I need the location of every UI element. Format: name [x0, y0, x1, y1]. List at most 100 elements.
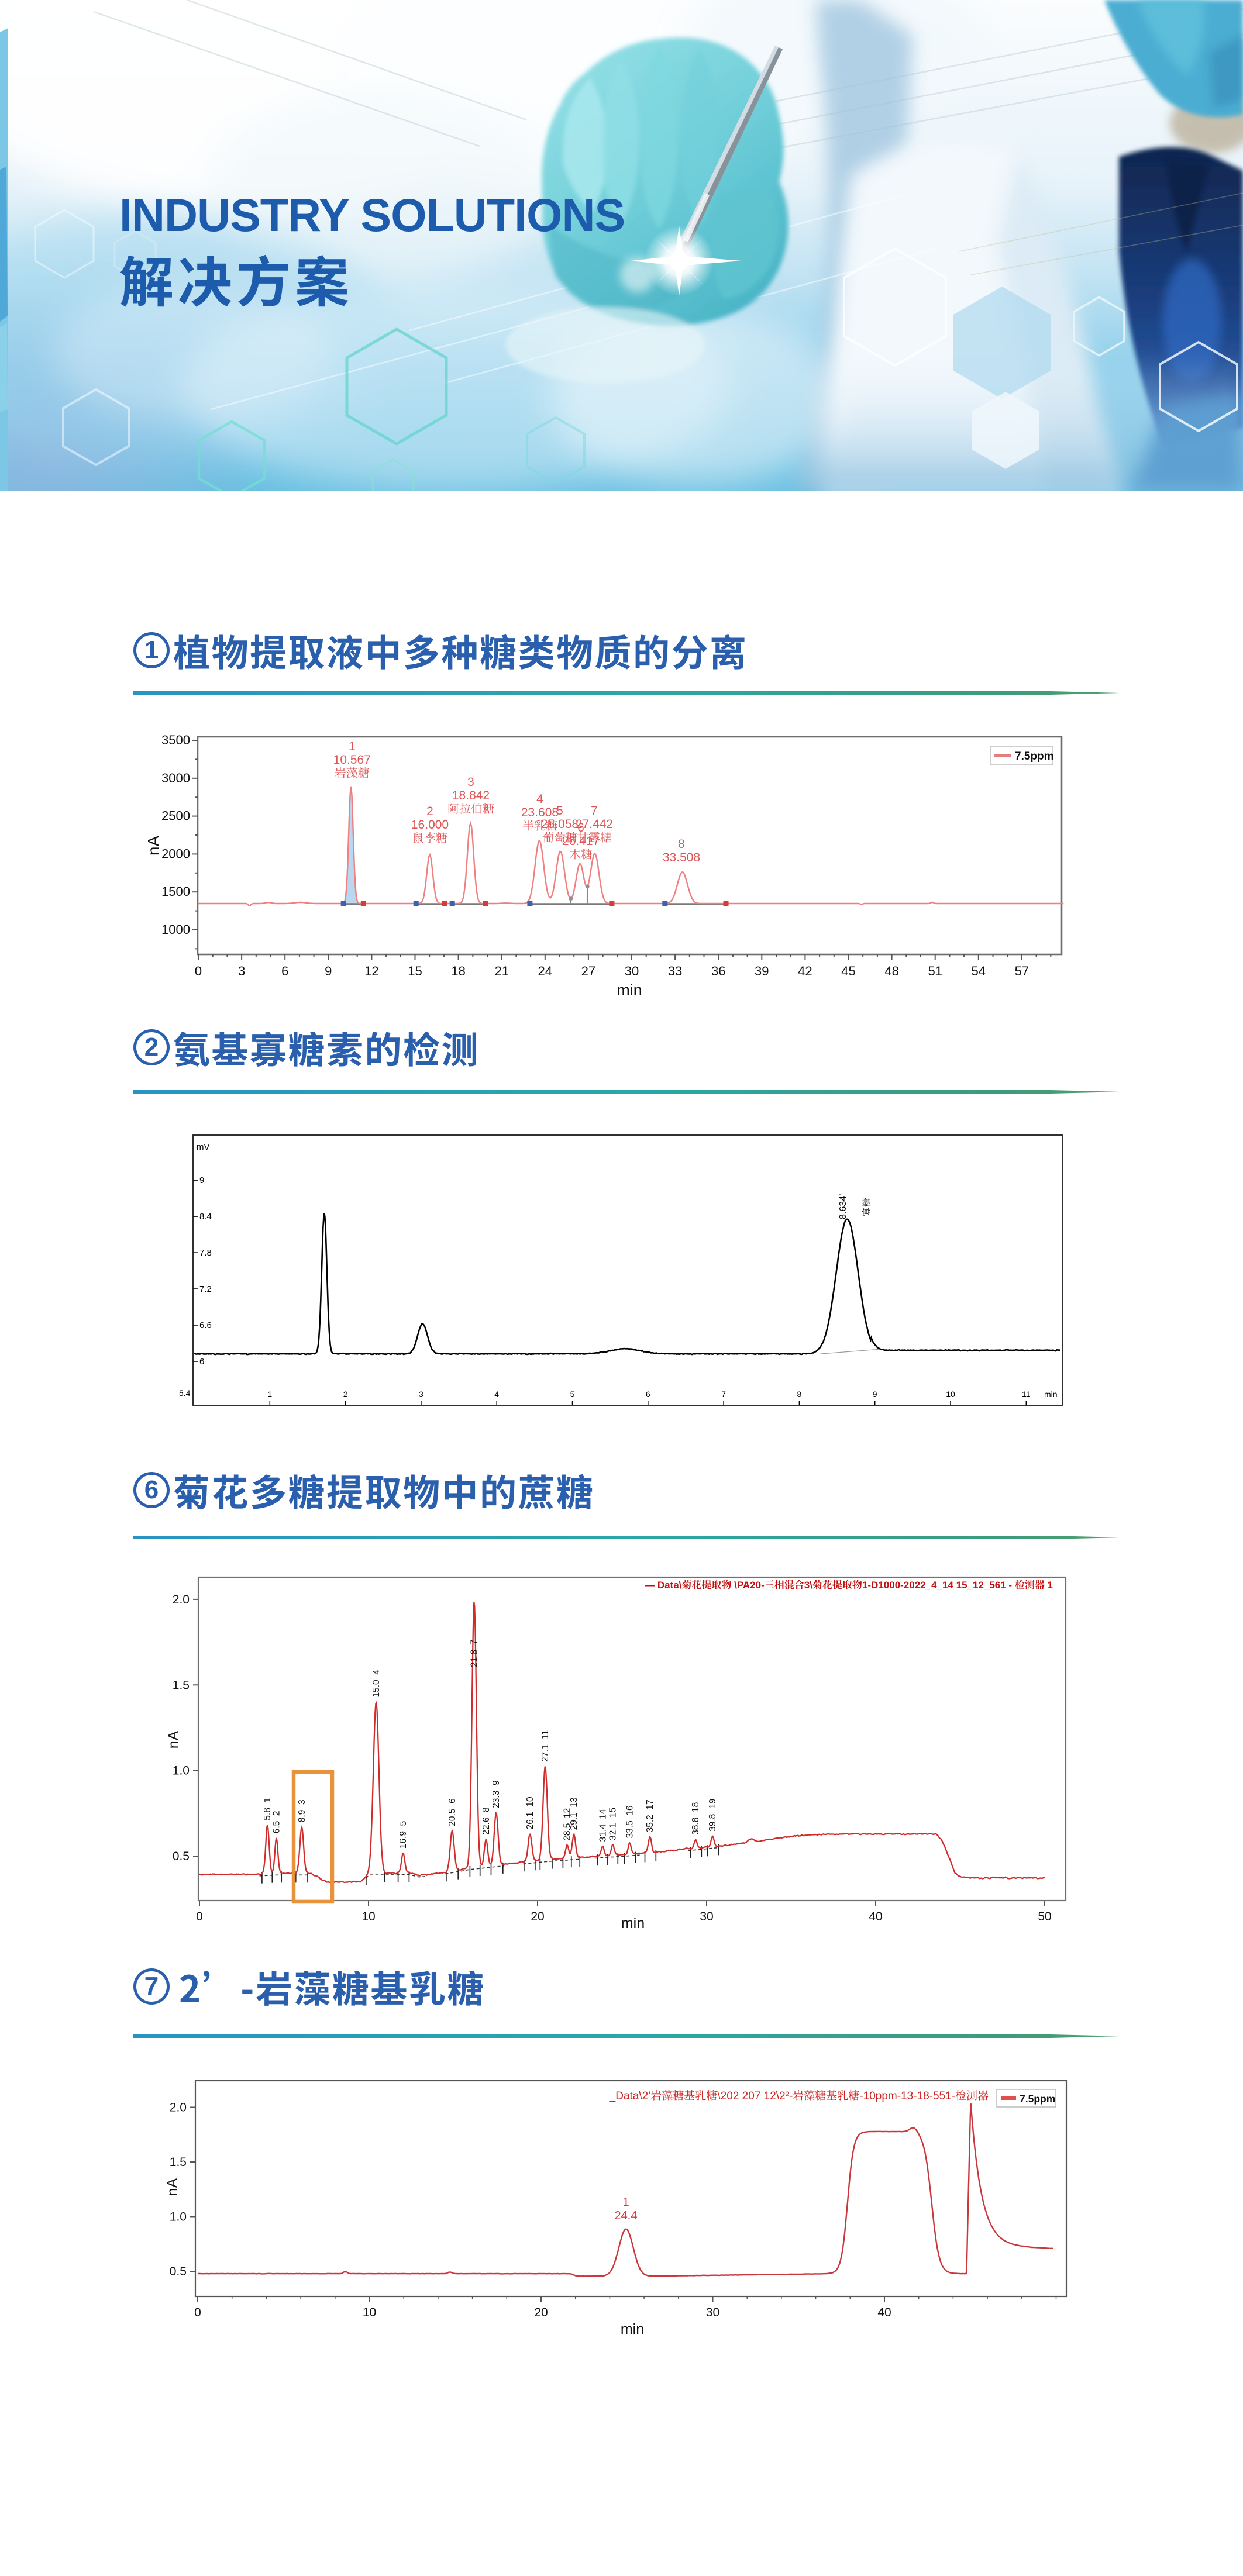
svg-text:30: 30	[625, 964, 639, 978]
svg-text:0: 0	[196, 1910, 203, 1923]
svg-text:6: 6	[646, 1389, 650, 1399]
svg-text:5.4: 5.4	[179, 1388, 191, 1398]
svg-text:min: min	[1044, 1389, 1058, 1399]
svg-text:min: min	[621, 2321, 644, 2337]
svg-text:29.1 13: 29.1 13	[569, 1797, 579, 1830]
svg-text:1: 1	[267, 1389, 272, 1399]
svg-text:1.5: 1.5	[170, 2156, 187, 2169]
svg-text:48: 48	[884, 964, 898, 978]
svg-text:mV: mV	[197, 1142, 210, 1152]
svg-text:岩藻糖: 岩藻糖	[335, 767, 370, 780]
svg-text:阿拉伯糖: 阿拉伯糖	[447, 803, 494, 816]
svg-text:26.417: 26.417	[562, 834, 600, 848]
svg-text:20.5 6: 20.5 6	[447, 1798, 457, 1826]
svg-text:6.5 2: 6.5 2	[272, 1811, 282, 1834]
svg-text:10: 10	[363, 2306, 376, 2319]
svg-text:1500: 1500	[161, 884, 190, 899]
svg-text:18: 18	[451, 964, 465, 978]
svg-text:10.567: 10.567	[333, 753, 371, 767]
svg-text:26.1 10: 26.1 10	[525, 1796, 535, 1829]
svg-text:50: 50	[1038, 1910, 1051, 1923]
svg-text:6: 6	[281, 964, 288, 978]
svg-text:3: 3	[238, 964, 245, 978]
svg-text:4: 4	[494, 1389, 499, 1399]
svg-text:寡糖: 寡糖	[862, 1198, 872, 1216]
svg-text:42: 42	[798, 964, 812, 978]
svg-text:1: 1	[622, 2196, 629, 2209]
svg-text:nA: nA	[164, 2178, 181, 2196]
svg-text:8: 8	[797, 1389, 802, 1399]
svg-text:21: 21	[494, 964, 508, 978]
svg-text:38.8 18: 38.8 18	[691, 1802, 701, 1835]
svg-text:27: 27	[581, 964, 595, 978]
svg-text:35.2 17: 35.2 17	[645, 1799, 655, 1832]
svg-text:23.3 9: 23.3 9	[491, 1780, 501, 1808]
svg-text:8.634’: 8.634’	[838, 1194, 848, 1219]
svg-text:2.0: 2.0	[173, 1593, 190, 1606]
svg-text:57: 57	[1015, 964, 1029, 978]
svg-text:24.4: 24.4	[615, 2209, 638, 2222]
svg-text:20: 20	[531, 1910, 544, 1923]
svg-text:22.6 8: 22.6 8	[481, 1807, 491, 1834]
svg-text:10: 10	[946, 1389, 955, 1399]
svg-text:30: 30	[700, 1910, 713, 1923]
svg-text:2.0: 2.0	[170, 2101, 187, 2115]
svg-text:木糖: 木糖	[569, 849, 593, 861]
svg-text:23.608: 23.608	[521, 806, 559, 819]
svg-text:2: 2	[426, 805, 433, 818]
svg-text:45: 45	[841, 964, 855, 978]
svg-text:25.058: 25.058	[541, 818, 579, 831]
svg-text:15.0 4: 15.0 4	[371, 1670, 381, 1698]
svg-text:6.6: 6.6	[199, 1320, 212, 1330]
svg-text:16.000: 16.000	[411, 818, 449, 832]
svg-text:21.8 7: 21.8 7	[470, 1640, 480, 1667]
svg-text:2: 2	[343, 1389, 348, 1399]
svg-text:33: 33	[668, 964, 682, 978]
svg-text:1.5: 1.5	[173, 1678, 190, 1692]
svg-text:20: 20	[534, 2306, 548, 2319]
svg-text:51: 51	[928, 964, 942, 978]
svg-text:3: 3	[419, 1389, 423, 1399]
svg-text:54: 54	[972, 964, 986, 978]
svg-text:18.842: 18.842	[452, 789, 490, 802]
svg-text:33.5 16: 33.5 16	[625, 1805, 635, 1838]
svg-text:7.2: 7.2	[199, 1284, 212, 1294]
svg-text:5: 5	[570, 1389, 575, 1399]
svg-text:24: 24	[538, 964, 552, 978]
svg-text:0.5: 0.5	[170, 2265, 187, 2278]
svg-text:7: 7	[591, 804, 598, 818]
svg-text:葡萄糖: 葡萄糖	[542, 832, 577, 844]
svg-text:7.5ppm: 7.5ppm	[1015, 750, 1054, 763]
svg-text:5.8 1: 5.8 1	[263, 1798, 273, 1820]
svg-text:33.508: 33.508	[663, 851, 700, 864]
svg-text:0: 0	[195, 964, 202, 978]
svg-text:甘露糖: 甘露糖	[577, 832, 612, 844]
svg-text:8.9 3: 8.9 3	[297, 1799, 307, 1822]
svg-text:5: 5	[556, 804, 563, 818]
svg-text:40: 40	[877, 2306, 891, 2319]
svg-text:30: 30	[706, 2306, 719, 2319]
svg-text:2000: 2000	[161, 846, 190, 861]
svg-text:16.9 5: 16.9 5	[398, 1821, 408, 1849]
svg-text:9: 9	[873, 1389, 877, 1399]
svg-text:1.0: 1.0	[173, 1764, 190, 1778]
svg-text:3000: 3000	[161, 771, 190, 785]
svg-text:6: 6	[577, 821, 584, 834]
svg-text:0: 0	[194, 2306, 201, 2319]
svg-text:39: 39	[755, 964, 769, 978]
svg-text:1000: 1000	[161, 922, 190, 937]
svg-text:3: 3	[467, 775, 474, 789]
svg-text:10: 10	[361, 1910, 375, 1923]
svg-text:7.5ppm: 7.5ppm	[1020, 2093, 1055, 2105]
svg-text:12: 12	[364, 964, 378, 978]
svg-text:7: 7	[721, 1389, 726, 1399]
svg-text:1.0: 1.0	[170, 2211, 187, 2224]
svg-text:36: 36	[711, 964, 725, 978]
svg-text:半乳糖: 半乳糖	[522, 820, 557, 833]
svg-text:39.8 19: 39.8 19	[708, 1799, 718, 1832]
svg-text:3500: 3500	[161, 733, 190, 747]
svg-text:7.8: 7.8	[199, 1248, 212, 1258]
svg-text:9: 9	[199, 1175, 204, 1185]
svg-text:40: 40	[869, 1910, 882, 1923]
svg-text:1: 1	[349, 740, 356, 753]
